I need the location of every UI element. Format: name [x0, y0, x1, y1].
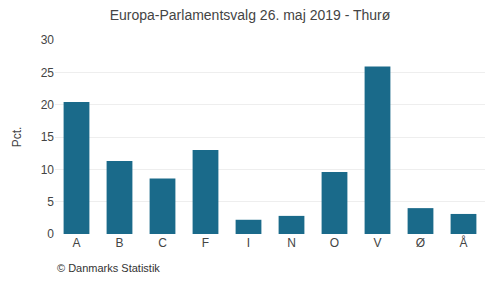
- svg-text:Å: Å: [459, 235, 467, 250]
- svg-text:10: 10: [41, 163, 55, 177]
- svg-text:F: F: [202, 236, 209, 250]
- svg-text:A: A: [72, 236, 80, 250]
- svg-text:Ø: Ø: [416, 236, 425, 250]
- svg-text:C: C: [158, 236, 167, 250]
- svg-text:I: I: [247, 236, 250, 250]
- svg-text:N: N: [287, 236, 296, 250]
- svg-text:O: O: [330, 236, 339, 250]
- svg-text:Pct.: Pct.: [10, 127, 24, 148]
- svg-text:V: V: [373, 236, 381, 250]
- svg-text:30: 30: [41, 33, 55, 47]
- svg-text:25: 25: [41, 66, 55, 80]
- svg-text:0: 0: [47, 227, 54, 241]
- svg-text:Europa-Parlamentsvalg 26. maj: Europa-Parlamentsvalg 26. maj 2019 - Thu…: [110, 7, 391, 23]
- svg-text:15: 15: [41, 130, 55, 144]
- svg-text:B: B: [115, 236, 123, 250]
- svg-text:© Danmarks Statistik: © Danmarks Statistik: [57, 262, 160, 274]
- svg-text:5: 5: [47, 195, 54, 209]
- svg-text:20: 20: [41, 98, 55, 112]
